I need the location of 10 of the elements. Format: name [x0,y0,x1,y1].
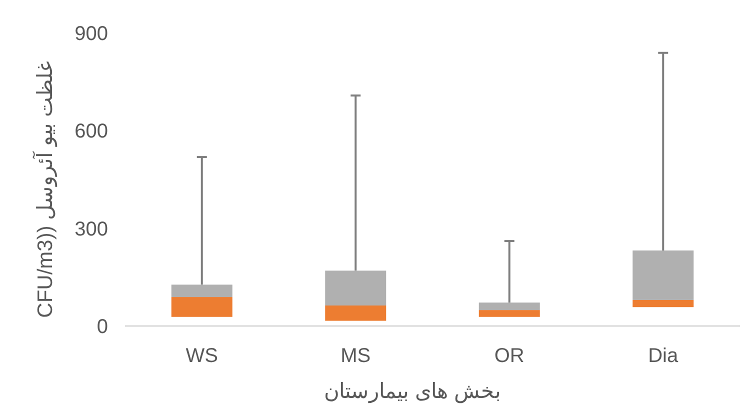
y-tick-label: 600 [74,120,108,143]
x-tick-label: OR [494,345,524,367]
y-tick-label: 0 [96,316,108,338]
x-tick-label: WS [186,345,218,367]
x-axis-title: بخش های بیمارستان [324,380,501,404]
x-tick-label: Dia [648,345,680,367]
x-tick-label: MS [340,345,371,367]
y-tick-label: 300 [74,218,108,240]
y-axis-title: غلظت بیو آئروسل ((CFU/m3 [31,61,58,318]
y-tick-label: 900 [74,23,108,45]
